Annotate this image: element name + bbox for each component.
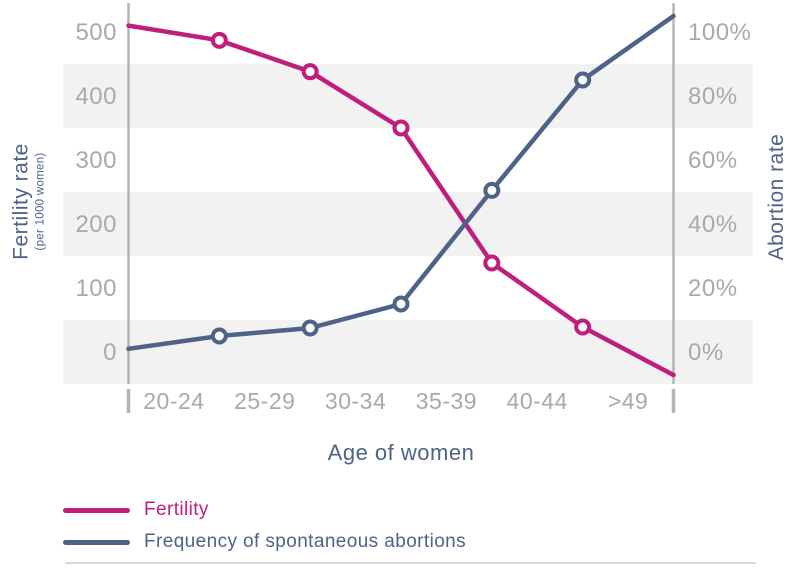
legend-item-fertility: Fertility (63, 499, 466, 521)
grid-band (63, 64, 753, 128)
left-tick-label: 100 (75, 275, 117, 302)
x-category-label: 20-24 (143, 388, 204, 414)
x-category-label: 30-34 (325, 388, 386, 414)
data-point-marker (574, 71, 592, 89)
left-axis-title: Fertility rate (per 1000 women) (10, 112, 47, 292)
data-point-marker (392, 295, 410, 313)
legend-label-fertility: Fertility (144, 499, 209, 520)
x-axis-title: Age of women (327, 440, 475, 465)
legend-item-spontaneous-abortions: Frequency of spontaneous abortions (63, 531, 466, 553)
grid-band (63, 320, 753, 384)
left-tick-label: 0 (103, 339, 117, 366)
right-axis-title: Abortion rate (765, 133, 788, 261)
data-point-marker (483, 181, 501, 199)
right-tick-label: 100% (688, 19, 751, 46)
data-point-marker (392, 119, 410, 137)
right-tick-label: 0% (688, 339, 724, 366)
data-point-marker (574, 318, 592, 336)
data-point-marker (301, 319, 319, 337)
bottom-divider (65, 562, 756, 564)
legend: Fertility Frequency of spontaneous abort… (63, 499, 466, 563)
left-tick-label: 400 (75, 83, 117, 110)
left-axis-subtitle-text: (per 1000 women) (34, 152, 47, 251)
right-tick-label: 60% (688, 147, 738, 174)
data-point-marker (301, 63, 319, 81)
x-category-label: >49 (608, 388, 649, 414)
fertility-line-swatch (63, 507, 130, 513)
left-tick-label: 500 (75, 19, 117, 46)
left-tick-label: 300 (75, 147, 117, 174)
right-tick-label: 40% (688, 211, 738, 238)
x-category-label: 35-39 (416, 388, 477, 414)
right-tick-label: 20% (688, 275, 738, 302)
grid-band (63, 192, 753, 256)
x-category-label: 40-44 (507, 388, 568, 414)
left-tick-label: 200 (75, 211, 117, 238)
x-category-label: 25-29 (234, 388, 295, 414)
data-point-marker (483, 254, 501, 272)
legend-label-spontaneous-abortions: Frequency of spontaneous abortions (144, 531, 467, 552)
abortion-line-swatch (63, 539, 130, 545)
right-tick-label: 80% (688, 83, 738, 110)
left-axis-title-text: Fertility rate (9, 143, 33, 260)
data-point-marker (210, 327, 228, 345)
fertility-abortion-chart: 0 100 200 300 400 500 0% 20% 40% 60% 80% 100% 20-24 2… (63, 3, 753, 414)
data-point-marker (210, 31, 228, 49)
